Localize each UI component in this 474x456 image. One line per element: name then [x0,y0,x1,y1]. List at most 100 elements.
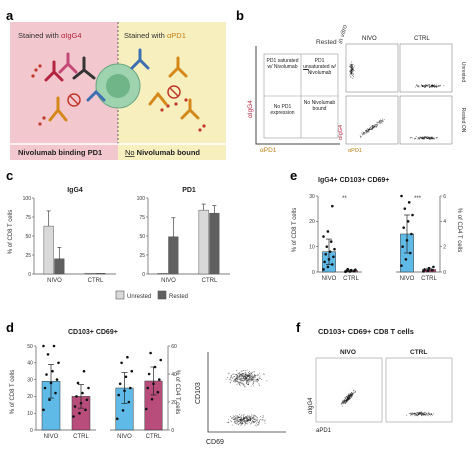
flow-event [350,76,352,78]
y-tick-label: 40 [27,361,33,367]
flow-event [242,375,244,377]
flow-event [257,421,259,423]
flow-event [240,376,242,378]
flow-event [380,121,382,123]
flow-event [351,72,353,74]
data-point [411,213,414,217]
flow-event [251,414,253,416]
flow-event [413,138,415,140]
flow-event [422,138,424,140]
flow-event [248,371,250,373]
flow-event [249,378,251,380]
flow-event [263,374,265,376]
y-tick-label: 0 [312,270,315,276]
data-point [54,391,57,395]
flow-event [346,400,348,402]
flow-event [349,67,351,69]
flow-event [411,413,413,415]
flow-event [233,379,235,381]
flow-event [375,124,377,126]
data-point [325,245,329,248]
flow-event [251,420,253,422]
flow-event [352,73,354,75]
flow-event [261,416,263,418]
flow-event [369,127,371,129]
flow-event [235,417,237,419]
flow-event [423,86,425,88]
chart-e-cd4: 0 2 4 6 NIVO CTRL [396,194,446,282]
flow-event [242,370,244,372]
quad-tr: PD1 unsaturated w/ Nivolumab [303,58,336,76]
flow-event [410,414,412,416]
flow-event [351,69,353,71]
flow-event [423,412,425,414]
data-point [158,378,161,381]
flow-event [237,417,239,419]
flow-event [229,379,231,381]
flow-event [412,413,414,415]
y-tick-label: 75 [139,215,145,221]
flow-event [253,376,255,378]
flow-event [349,65,351,67]
flow-event [235,418,237,420]
antibody-pd1-icon [130,48,200,120]
data-point [42,408,45,412]
flow-event [352,64,354,66]
flow-event [235,414,237,416]
flow-event [428,137,430,139]
flow-event [247,414,249,416]
y-tick-label: 50 [27,344,33,350]
x-tick-label: NIVO [161,278,176,284]
flow-event [245,417,247,419]
y-tick-label: 25 [139,253,145,259]
flow-event [423,136,425,138]
flow-event [235,422,237,424]
flow-event [239,419,241,421]
flow-event [256,379,258,381]
flow-event [351,396,353,398]
flow-event [238,413,240,415]
rested-label: Rested [316,39,337,46]
flow-event [234,381,236,383]
flow-event [244,370,246,372]
data-point [126,355,129,359]
flow-event [241,380,243,382]
data-point [87,386,90,390]
data-point [331,263,334,266]
flow-event [438,85,440,87]
flow-event [418,137,420,139]
data-point [75,395,78,398]
bar [209,212,220,275]
flow-event [257,374,259,376]
flow-event [233,378,235,380]
flow-event [249,418,251,420]
flow-event [353,65,355,67]
chart-title: PD1 [182,187,196,194]
flow-event [246,378,248,380]
flow-event [238,373,240,375]
panel-b-flow-plots: NIVO CTRL Unrested Rested ON αIgG4 αPD1 [338,36,466,154]
flow-event [247,418,249,420]
flow-event [349,395,351,397]
data-point [327,258,331,261]
flow-event [231,417,233,419]
flow-event [258,380,260,382]
data-point [45,373,48,376]
flow-event [421,85,423,87]
flow-event [238,417,240,419]
flow-event [245,421,247,423]
flow-event [234,420,236,422]
flow-event [351,64,353,66]
flow-event [254,424,256,426]
flow-event [435,87,437,89]
d-flow-y: CD103 [195,382,202,404]
flow-event [257,417,259,419]
flow-event [255,418,257,420]
flow-event [251,377,253,379]
flow-event [349,393,351,395]
flow-event [431,413,433,415]
data-point [73,405,77,408]
flow-event [237,375,239,377]
flow-event [350,65,352,67]
quad-tl: PD1 saturated w/ Nivolumab [267,58,299,70]
